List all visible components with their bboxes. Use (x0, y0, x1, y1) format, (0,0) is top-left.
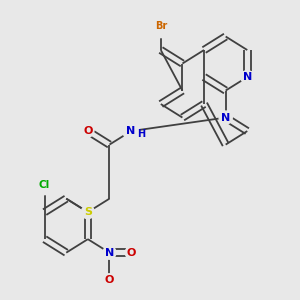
Text: O: O (126, 248, 136, 258)
Text: O: O (105, 275, 114, 285)
Circle shape (125, 247, 137, 259)
Circle shape (103, 274, 116, 286)
Circle shape (149, 14, 173, 38)
Text: H: H (137, 129, 146, 139)
Text: S: S (84, 207, 92, 217)
Text: N: N (127, 126, 136, 136)
Text: N: N (243, 72, 252, 82)
Circle shape (241, 70, 254, 84)
Circle shape (219, 111, 232, 124)
Circle shape (82, 125, 94, 137)
Circle shape (123, 123, 140, 140)
Text: N: N (221, 112, 230, 123)
Circle shape (81, 206, 94, 219)
Text: Cl: Cl (39, 180, 50, 190)
Text: O: O (83, 126, 92, 136)
Text: Br: Br (155, 21, 167, 31)
Circle shape (103, 246, 116, 259)
Text: N: N (105, 248, 114, 258)
Circle shape (35, 176, 54, 195)
